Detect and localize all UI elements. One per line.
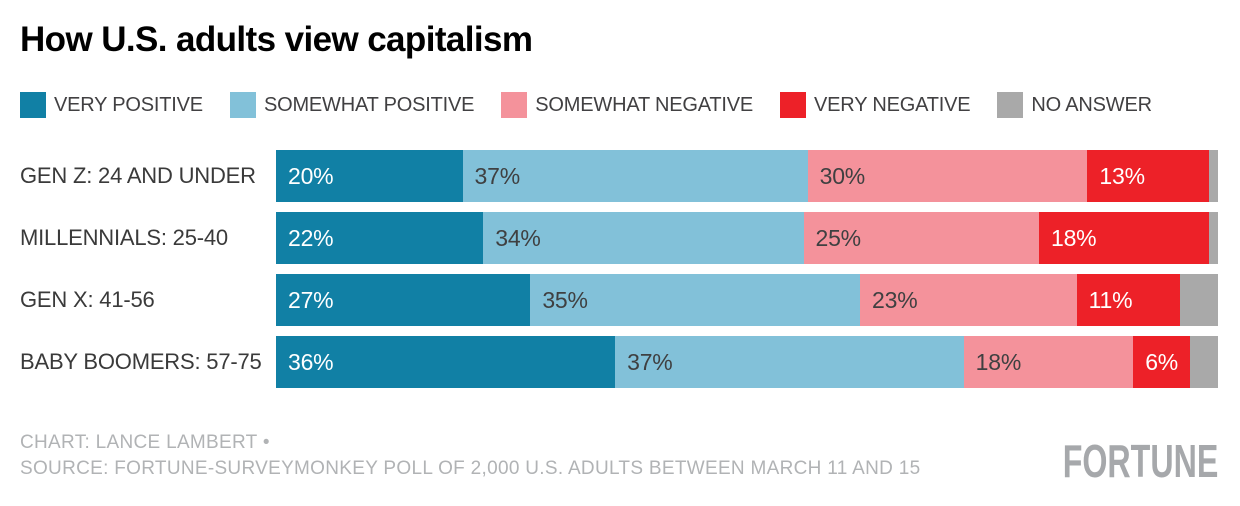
legend-label: NO ANSWER bbox=[1031, 93, 1152, 116]
segment-very-negative: 13% bbox=[1087, 150, 1209, 202]
segment-somewhat-positive: 37% bbox=[462, 150, 808, 202]
segment-somewhat-negative: 18% bbox=[963, 336, 1134, 388]
segment-value-label: 34% bbox=[495, 224, 541, 251]
segment-very-negative: 18% bbox=[1039, 212, 1209, 264]
segment-somewhat-negative: 23% bbox=[860, 274, 1077, 326]
segment-value-label: 23% bbox=[872, 286, 918, 313]
legend-item-somewhat-negative: SOMEWHAT NEGATIVE bbox=[501, 92, 753, 118]
legend-label: SOMEWHAT NEGATIVE bbox=[535, 93, 754, 116]
segment-value-label: 30% bbox=[819, 162, 866, 189]
segment-value-label: 13% bbox=[1099, 162, 1145, 189]
segment-very-positive: 22% bbox=[276, 212, 484, 264]
segment-value-label: 18% bbox=[1051, 224, 1097, 251]
segment-very-negative: 6% bbox=[1133, 336, 1190, 388]
chart-credit: CHART: LANCE LAMBERT • bbox=[20, 432, 270, 453]
legend-label: SOMEWHAT POSITIVE bbox=[263, 93, 475, 116]
segment-no-answer bbox=[1208, 212, 1218, 264]
category-label: GEN Z: 24 AND UNDER bbox=[20, 163, 256, 188]
segment-somewhat-positive: 34% bbox=[483, 212, 804, 264]
somewhat-positive-swatch-icon bbox=[229, 92, 256, 118]
segment-value-label: 25% bbox=[815, 224, 862, 251]
segment-somewhat-positive: 35% bbox=[530, 274, 861, 326]
chart-source: SOURCE: FORTUNE-SURVEYMONKEY POLL OF 2,0… bbox=[20, 458, 921, 479]
segment-value-label: 35% bbox=[542, 286, 588, 313]
category-label: MILLENNIALS: 25-40 bbox=[20, 225, 228, 250]
legend-label: VERY NEGATIVE bbox=[814, 93, 971, 116]
very-negative-swatch-icon bbox=[780, 92, 807, 118]
segment-value-label: 37% bbox=[627, 348, 673, 375]
stacked-bar: 36% 37% 18% 6% bbox=[276, 336, 1218, 388]
segment-very-positive: 27% bbox=[276, 274, 531, 326]
segment-value-label: 6% bbox=[1145, 348, 1179, 375]
segment-value-label: 27% bbox=[288, 286, 334, 313]
legend-label: VERY POSITIVE bbox=[54, 93, 203, 116]
bar-row-baby-boomers-57-75: BABY BOOMERS: 57-75 36% 37% 18% 6% bbox=[20, 336, 1218, 388]
stacked-bar-chart: GEN Z: 24 AND UNDER 20% 37% 30% 13% MILLENNIA… bbox=[20, 150, 1218, 398]
stacked-bar: 20% 37% 30% 13% bbox=[276, 150, 1218, 202]
bar-row-gen-x-41-56: GEN X: 41-56 27% 35% 23% 11% bbox=[20, 274, 1218, 326]
legend-item-very-positive: VERY POSITIVE bbox=[20, 92, 203, 118]
segment-value-label: 20% bbox=[288, 162, 334, 189]
bar-row-gen-z-24-and-under: GEN Z: 24 AND UNDER 20% 37% 30% 13% bbox=[20, 150, 1218, 202]
legend-item-no-answer: NO ANSWER bbox=[997, 92, 1152, 118]
segment-somewhat-negative: 30% bbox=[807, 150, 1088, 202]
category-label: GEN X: 41-56 bbox=[20, 287, 155, 312]
no-answer-swatch-icon bbox=[997, 92, 1024, 118]
segment-value-label: 37% bbox=[474, 162, 521, 189]
segment-very-positive: 20% bbox=[276, 150, 463, 202]
segment-value-label: 11% bbox=[1088, 286, 1133, 313]
somewhat-negative-swatch-icon bbox=[501, 92, 528, 118]
chart-title: How U.S. adults view capitalism bbox=[20, 20, 533, 59]
stacked-bar: 22% 34% 25% 18% bbox=[276, 212, 1218, 264]
segment-value-label: 22% bbox=[288, 224, 334, 251]
segment-very-negative: 11% bbox=[1076, 274, 1181, 326]
segment-no-answer bbox=[1180, 274, 1218, 326]
segment-very-positive: 36% bbox=[276, 336, 616, 388]
segment-value-label: 18% bbox=[975, 348, 1022, 375]
stacked-bar: 27% 35% 23% 11% bbox=[276, 274, 1218, 326]
segment-no-answer bbox=[1208, 150, 1218, 202]
category-label: BABY BOOMERS: 57-75 bbox=[20, 349, 262, 374]
legend-item-somewhat-positive: SOMEWHAT POSITIVE bbox=[229, 92, 475, 118]
very-positive-swatch-icon bbox=[20, 92, 46, 118]
segment-somewhat-negative: 25% bbox=[803, 212, 1039, 264]
segment-value-label: 36% bbox=[288, 348, 334, 375]
legend-item-very-negative: VERY NEGATIVE bbox=[780, 92, 971, 118]
legend: VERY POSITIVE SOMEWHAT POSITIVE SOMEWHAT N… bbox=[20, 92, 1152, 118]
segment-somewhat-positive: 37% bbox=[615, 336, 964, 388]
bar-row-millennials-25-40: MILLENNIALS: 25-40 22% 34% 25% 18% bbox=[20, 212, 1218, 264]
fortune-logo: FORTUNE bbox=[1062, 435, 1218, 487]
segment-no-answer bbox=[1189, 336, 1218, 388]
